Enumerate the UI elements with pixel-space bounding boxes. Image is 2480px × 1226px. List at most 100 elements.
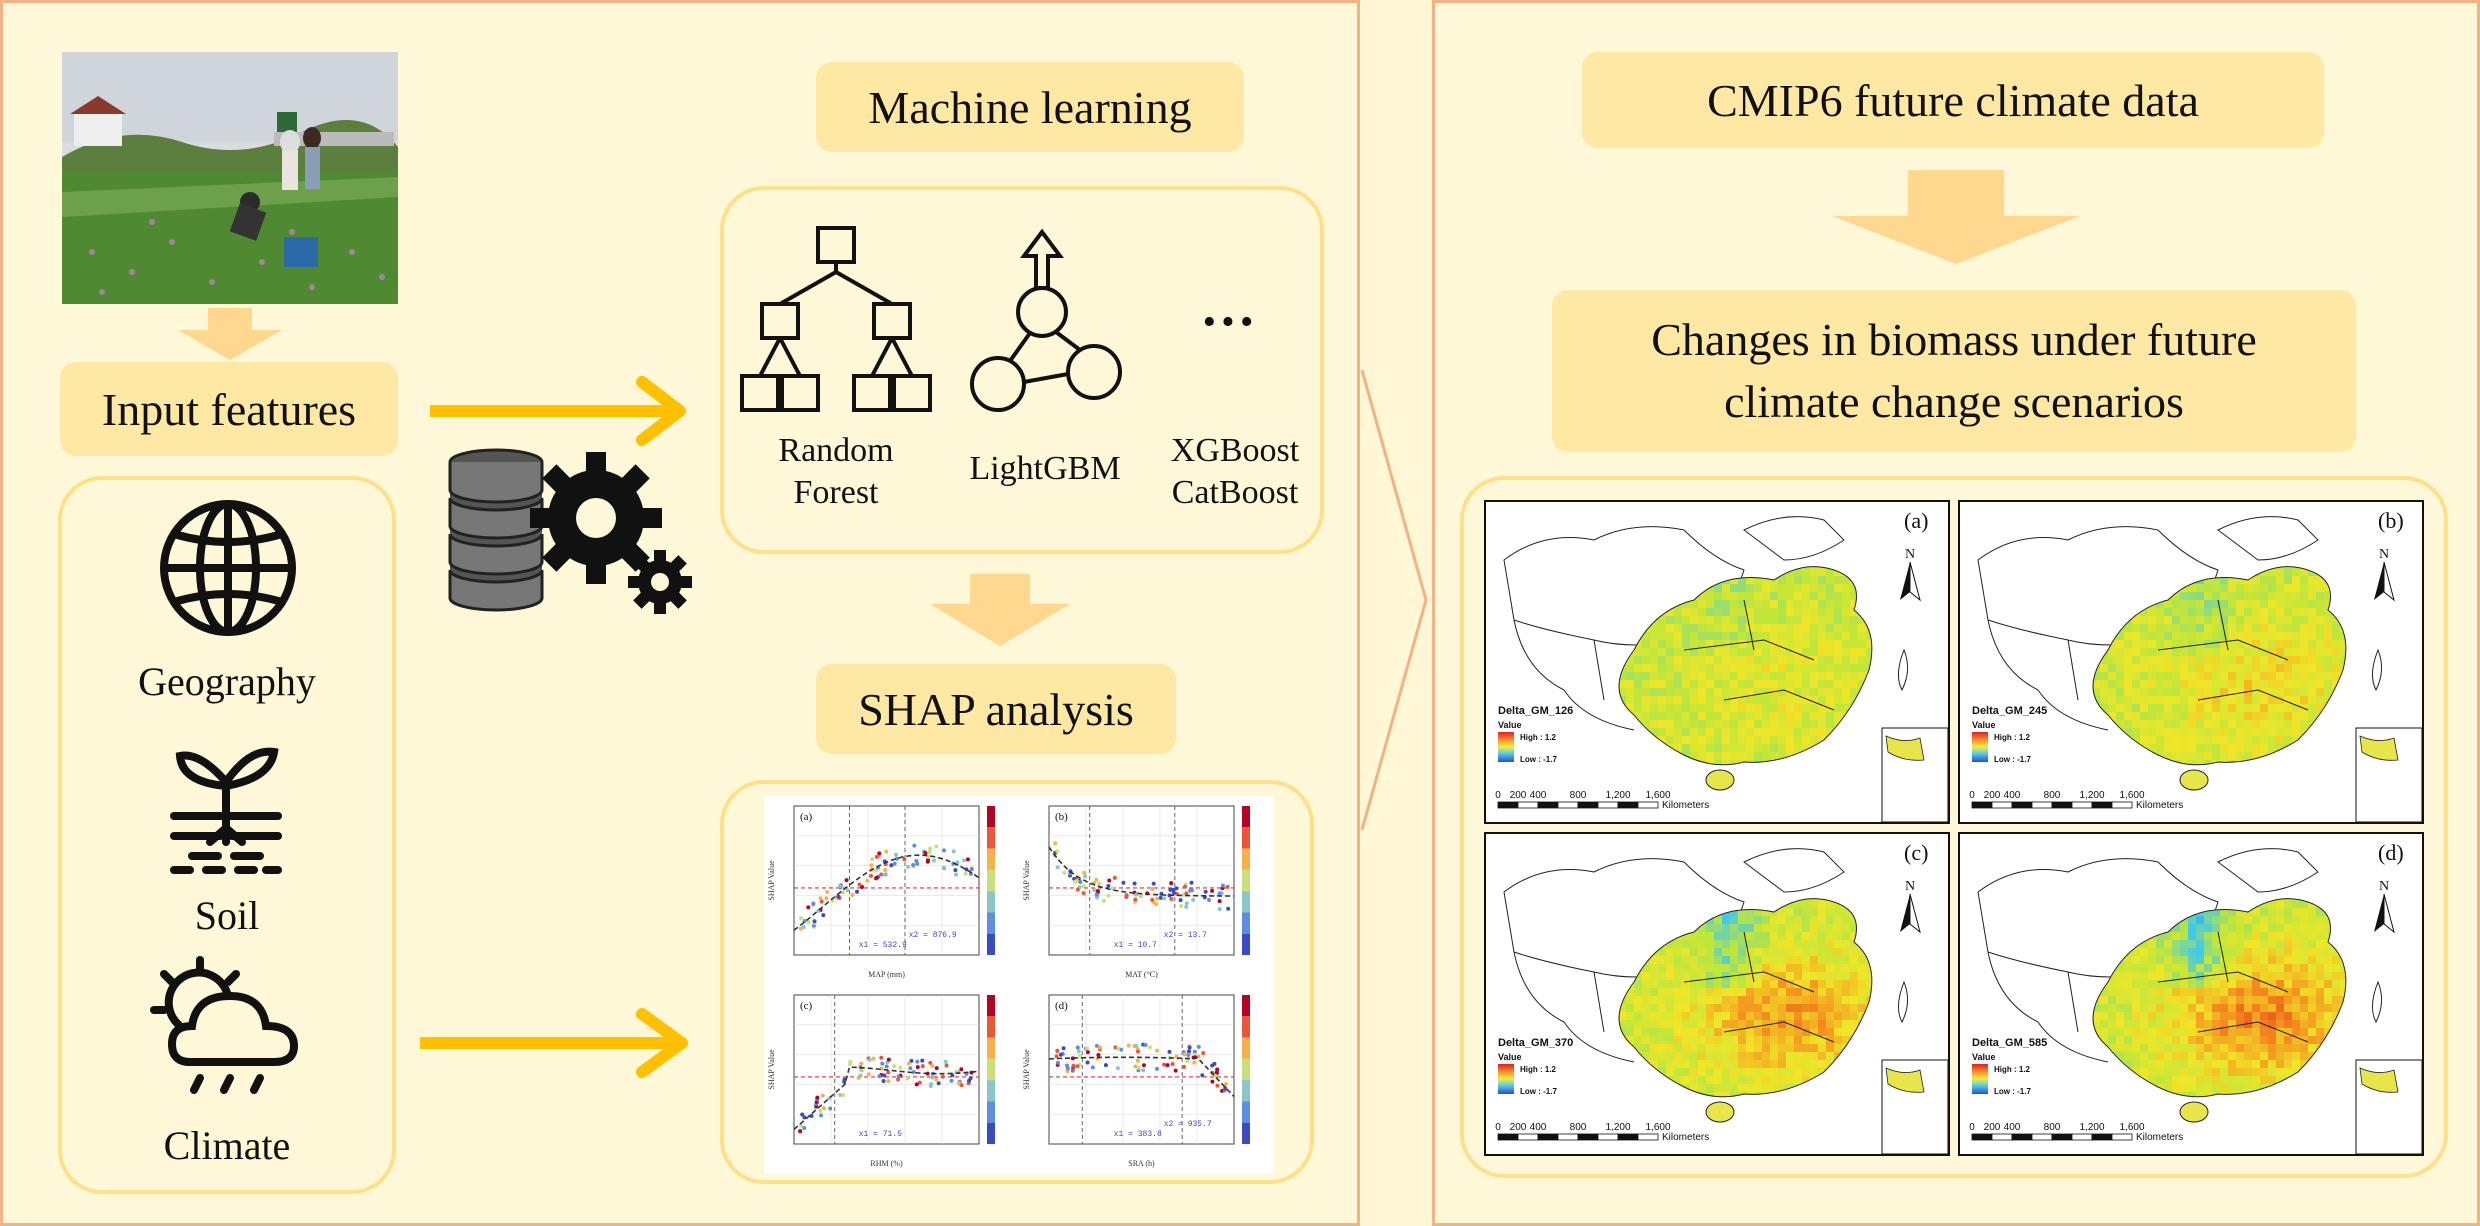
raster-cell — [2212, 720, 2220, 728]
raster-cell — [2284, 972, 2292, 980]
shap-point — [859, 1068, 864, 1073]
raster-cell — [2228, 600, 2236, 608]
raster-cell — [1674, 1052, 1682, 1060]
shap-point — [855, 889, 860, 894]
raster-cell — [2108, 712, 2116, 720]
raster-cell — [2220, 680, 2228, 688]
raster-cell — [2324, 980, 2332, 988]
raster-cell — [1834, 1036, 1842, 1044]
raster-cell — [2196, 600, 2204, 608]
shap-panel-tag: (a) — [800, 811, 813, 823]
raster-cell — [2172, 1004, 2180, 1012]
raster-cell — [2276, 1028, 2284, 1036]
raster-cell — [1842, 616, 1850, 624]
raster-cell — [1770, 1028, 1778, 1036]
shap-point — [1081, 891, 1086, 896]
raster-cell — [2212, 916, 2220, 924]
raster-cell — [2116, 696, 2124, 704]
raster-cell — [1794, 956, 1802, 964]
raster-cell — [2332, 656, 2340, 664]
shap-point — [1062, 870, 1067, 875]
raster-cell — [2164, 996, 2172, 1004]
raster-cell — [2276, 664, 2284, 672]
raster-cell — [2132, 1004, 2140, 1012]
raster-cell — [1682, 616, 1690, 624]
shap-point — [1055, 1048, 1060, 1053]
raster-cell — [2188, 1084, 2196, 1092]
raster-cell — [2284, 956, 2292, 964]
raster-cell — [1826, 688, 1834, 696]
raster-cell — [1650, 648, 1658, 656]
raster-cell — [1706, 648, 1714, 656]
raster-cell — [1706, 632, 1714, 640]
raster-cell — [2148, 1020, 2156, 1028]
raster-cell — [2116, 988, 2124, 996]
raster-cell — [2284, 940, 2292, 948]
raster-cell — [1826, 680, 1834, 688]
raster-cell — [1794, 632, 1802, 640]
scale-bar-segment — [1497, 1133, 1519, 1141]
raster-cell — [2148, 608, 2156, 616]
taiwan-outline — [2372, 980, 2382, 1024]
raster-cell — [2308, 584, 2316, 592]
raster-cell — [2292, 900, 2300, 908]
map-panel-tag: (b) — [2378, 508, 2404, 533]
raster-cell — [1690, 1060, 1698, 1068]
raster-cell — [2132, 1028, 2140, 1036]
raster-cell — [2260, 964, 2268, 972]
raster-cell — [1754, 584, 1762, 592]
raster-cell — [1818, 688, 1826, 696]
raster-cell — [2116, 972, 2124, 980]
raster-cell — [2292, 924, 2300, 932]
raster-cell — [2300, 584, 2308, 592]
raster-cell — [2196, 736, 2204, 744]
raster-cell — [1818, 1004, 1826, 1012]
raster-cell — [2172, 752, 2180, 760]
raster-cell — [1802, 736, 1810, 744]
raster-cell — [2276, 656, 2284, 664]
raster-cell — [1666, 980, 1674, 988]
raster-cell — [1818, 1068, 1826, 1076]
raster-cell — [2148, 616, 2156, 624]
raster-cell — [1666, 948, 1674, 956]
raster-cell — [2332, 996, 2340, 1004]
raster-cell — [2244, 632, 2252, 640]
shap-point — [873, 868, 878, 873]
raster-cell — [2292, 1052, 2300, 1060]
raster-cell — [2244, 584, 2252, 592]
raster-cell — [2196, 940, 2204, 948]
raster-cell — [2220, 1076, 2228, 1084]
raster-cell — [2156, 696, 2164, 704]
raster-cell — [2236, 956, 2244, 964]
raster-cell — [1778, 576, 1786, 584]
raster-cell — [1786, 1004, 1794, 1012]
raster-cell — [2100, 1028, 2108, 1036]
raster-cell — [2196, 752, 2204, 760]
raster-cell — [2140, 624, 2148, 632]
raster-cell — [1650, 704, 1658, 712]
shap-point — [1112, 875, 1117, 880]
raster-cell — [1722, 1076, 1730, 1084]
raster-cell — [2180, 664, 2188, 672]
raster-cell — [1786, 624, 1794, 632]
raster-cell — [1642, 648, 1650, 656]
shap-point — [1054, 1054, 1059, 1059]
raster-cell — [1826, 632, 1834, 640]
shap-point — [886, 1079, 891, 1084]
raster-cell — [1674, 632, 1682, 640]
raster-cell — [1634, 1004, 1642, 1012]
raster-cell — [2268, 916, 2276, 924]
raster-cell — [1858, 956, 1866, 964]
colorbar-segment — [1242, 912, 1250, 934]
raster-cell — [1650, 1020, 1658, 1028]
raster-cell — [1730, 624, 1738, 632]
raster-cell — [2108, 1028, 2116, 1036]
raster-cell — [1634, 680, 1642, 688]
raster-cell — [1858, 972, 1866, 980]
raster-cell — [1738, 728, 1746, 736]
raster-cell — [1626, 688, 1634, 696]
raster-cell — [2252, 592, 2260, 600]
shap-colorbar — [987, 806, 995, 955]
raster-cell — [2252, 1004, 2260, 1012]
